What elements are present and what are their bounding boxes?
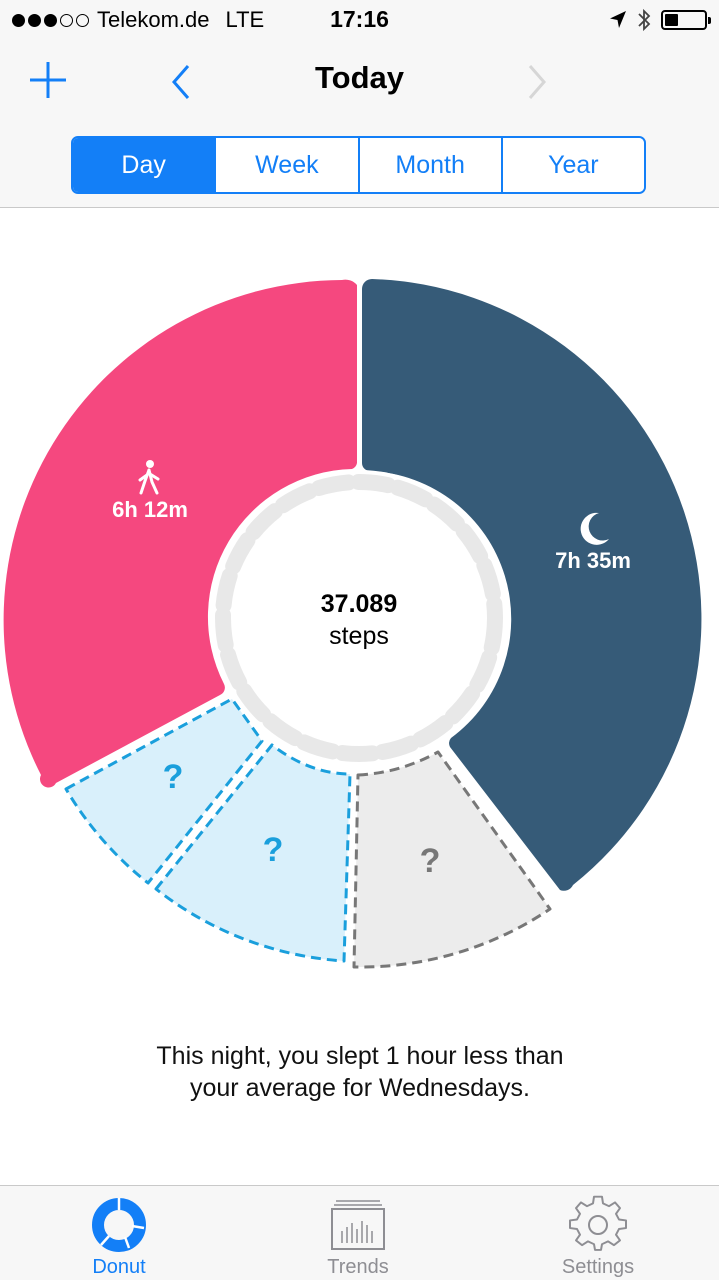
battery-icon (661, 10, 711, 30)
unknown-segment-3[interactable] (352, 750, 552, 969)
tab-trends-label: Trends (327, 1256, 389, 1278)
page-title: Today (315, 60, 404, 95)
steps-count: 37.089 (320, 590, 398, 618)
signal-strength-icon (12, 13, 89, 27)
insight-message: This night, you slept 1 hour less than y… (60, 1040, 660, 1104)
unknown-segment-1[interactable] (64, 697, 264, 885)
gear-icon (569, 1195, 627, 1251)
unknown-label-2: ? (262, 831, 284, 869)
segment-year[interactable]: Year (500, 138, 644, 192)
insight-line-1: This night, you slept 1 hour less than (156, 1042, 564, 1070)
donut-chart-graphic (3, 279, 702, 969)
tab-settings-label: Settings (561, 1256, 635, 1278)
status-right (609, 8, 711, 32)
tab-bar: Donut Trends Settings (0, 1185, 719, 1280)
trends-icon (331, 1200, 385, 1250)
unknown-segment-2[interactable] (154, 743, 352, 963)
status-left: Telekom.de LTE (12, 7, 264, 33)
steps-unit: steps (329, 622, 389, 650)
navigation-bar: Today Day Week Month Year (0, 40, 719, 208)
insight-line-2: your average for Wednesdays. (189, 1074, 530, 1102)
carrier-name: Telekom.de (97, 7, 210, 32)
sleep-segment[interactable] (362, 279, 702, 891)
activity-segment[interactable] (3, 279, 357, 788)
segment-day[interactable]: Day (73, 138, 215, 192)
donut-hole (211, 470, 507, 766)
unknown-label-1: ? (162, 758, 184, 796)
tab-donut[interactable]: Donut (39, 1186, 199, 1280)
chevron-left-icon[interactable] (166, 62, 198, 102)
bluetooth-icon (638, 8, 651, 32)
donut-icon (92, 1198, 146, 1252)
steps-progress-ring (215, 474, 503, 762)
segment-week[interactable]: Week (214, 138, 358, 192)
tab-settings[interactable]: Settings (518, 1186, 678, 1280)
activity-duration: 6h 12m (112, 497, 188, 522)
tab-donut-label: Donut (92, 1256, 146, 1278)
moon-icon (580, 512, 609, 545)
location-arrow-icon (610, 11, 626, 28)
plus-icon[interactable] (26, 58, 70, 102)
tab-trends[interactable]: Trends (278, 1186, 438, 1280)
period-selector: Day Week Month Year (71, 136, 646, 194)
unknown-label-3: ? (419, 842, 441, 880)
status-bar: Telekom.de LTE 17:16 (0, 0, 719, 40)
walking-icon (138, 460, 160, 495)
chevron-right-icon[interactable] (520, 62, 552, 102)
segment-month[interactable]: Month (357, 138, 501, 192)
donut-chart: 6h 12m 7h 35m ? ? ? 37.089 steps (0, 209, 719, 1009)
network-type: LTE (225, 7, 265, 32)
sleep-duration: 7h 35m (555, 548, 631, 573)
